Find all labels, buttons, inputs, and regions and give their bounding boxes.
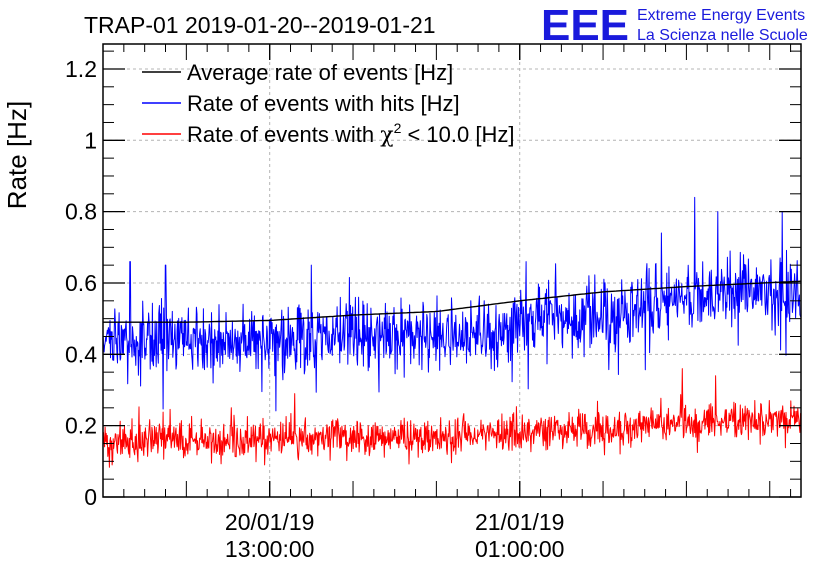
series-line-0 (103, 280, 802, 323)
y-tick-label: 0.2 (65, 413, 97, 439)
y-tick-label: 0.6 (65, 270, 97, 296)
legend-label-hits: Rate of events with hits [Hz] (187, 91, 460, 116)
eee-logo-mark: EEE (541, 1, 629, 50)
eee-logo-line2: La Scienza nelle Scuole (637, 27, 808, 44)
y-tick-label: 0.4 (65, 341, 97, 367)
y-tick-labels: 0 0.2 0.4 0.6 0.8 1 1.2 (65, 56, 97, 510)
y-tick-label: 1 (84, 127, 97, 153)
x-tick-label-time: 01:00:00 (475, 536, 565, 562)
x-tick-label-date: 21/01/19 (475, 509, 565, 535)
series-line-1 (102, 196, 802, 412)
y-tick-label: 0.8 (65, 199, 97, 225)
series-layer (102, 196, 802, 468)
legend-label-average: Average rate of events [Hz] (187, 60, 453, 85)
x-tick-label-date: 20/01/19 (225, 509, 315, 535)
y-tick-label: 1.2 (65, 56, 97, 82)
legend: Average rate of events [Hz] Rate of even… (142, 60, 514, 148)
axis-ticks (103, 44, 801, 498)
y-axis-label: Rate [Hz] (2, 101, 32, 209)
y-tick-label: 0 (84, 484, 97, 510)
plot-frame (102, 43, 802, 498)
chart-title: TRAP-01 2019-01-20--2019-01-21 (84, 12, 436, 38)
x-tick-label-time: 13:00:00 (225, 536, 315, 562)
series-line-2 (102, 368, 802, 468)
eee-logo: EEE Extreme Energy Events La Scienza nel… (541, 1, 808, 50)
eee-logo-line1: Extreme Energy Events (637, 7, 805, 24)
legend-label-chi2: Rate of events with χ2 < 10.0 [Hz] (187, 120, 514, 148)
